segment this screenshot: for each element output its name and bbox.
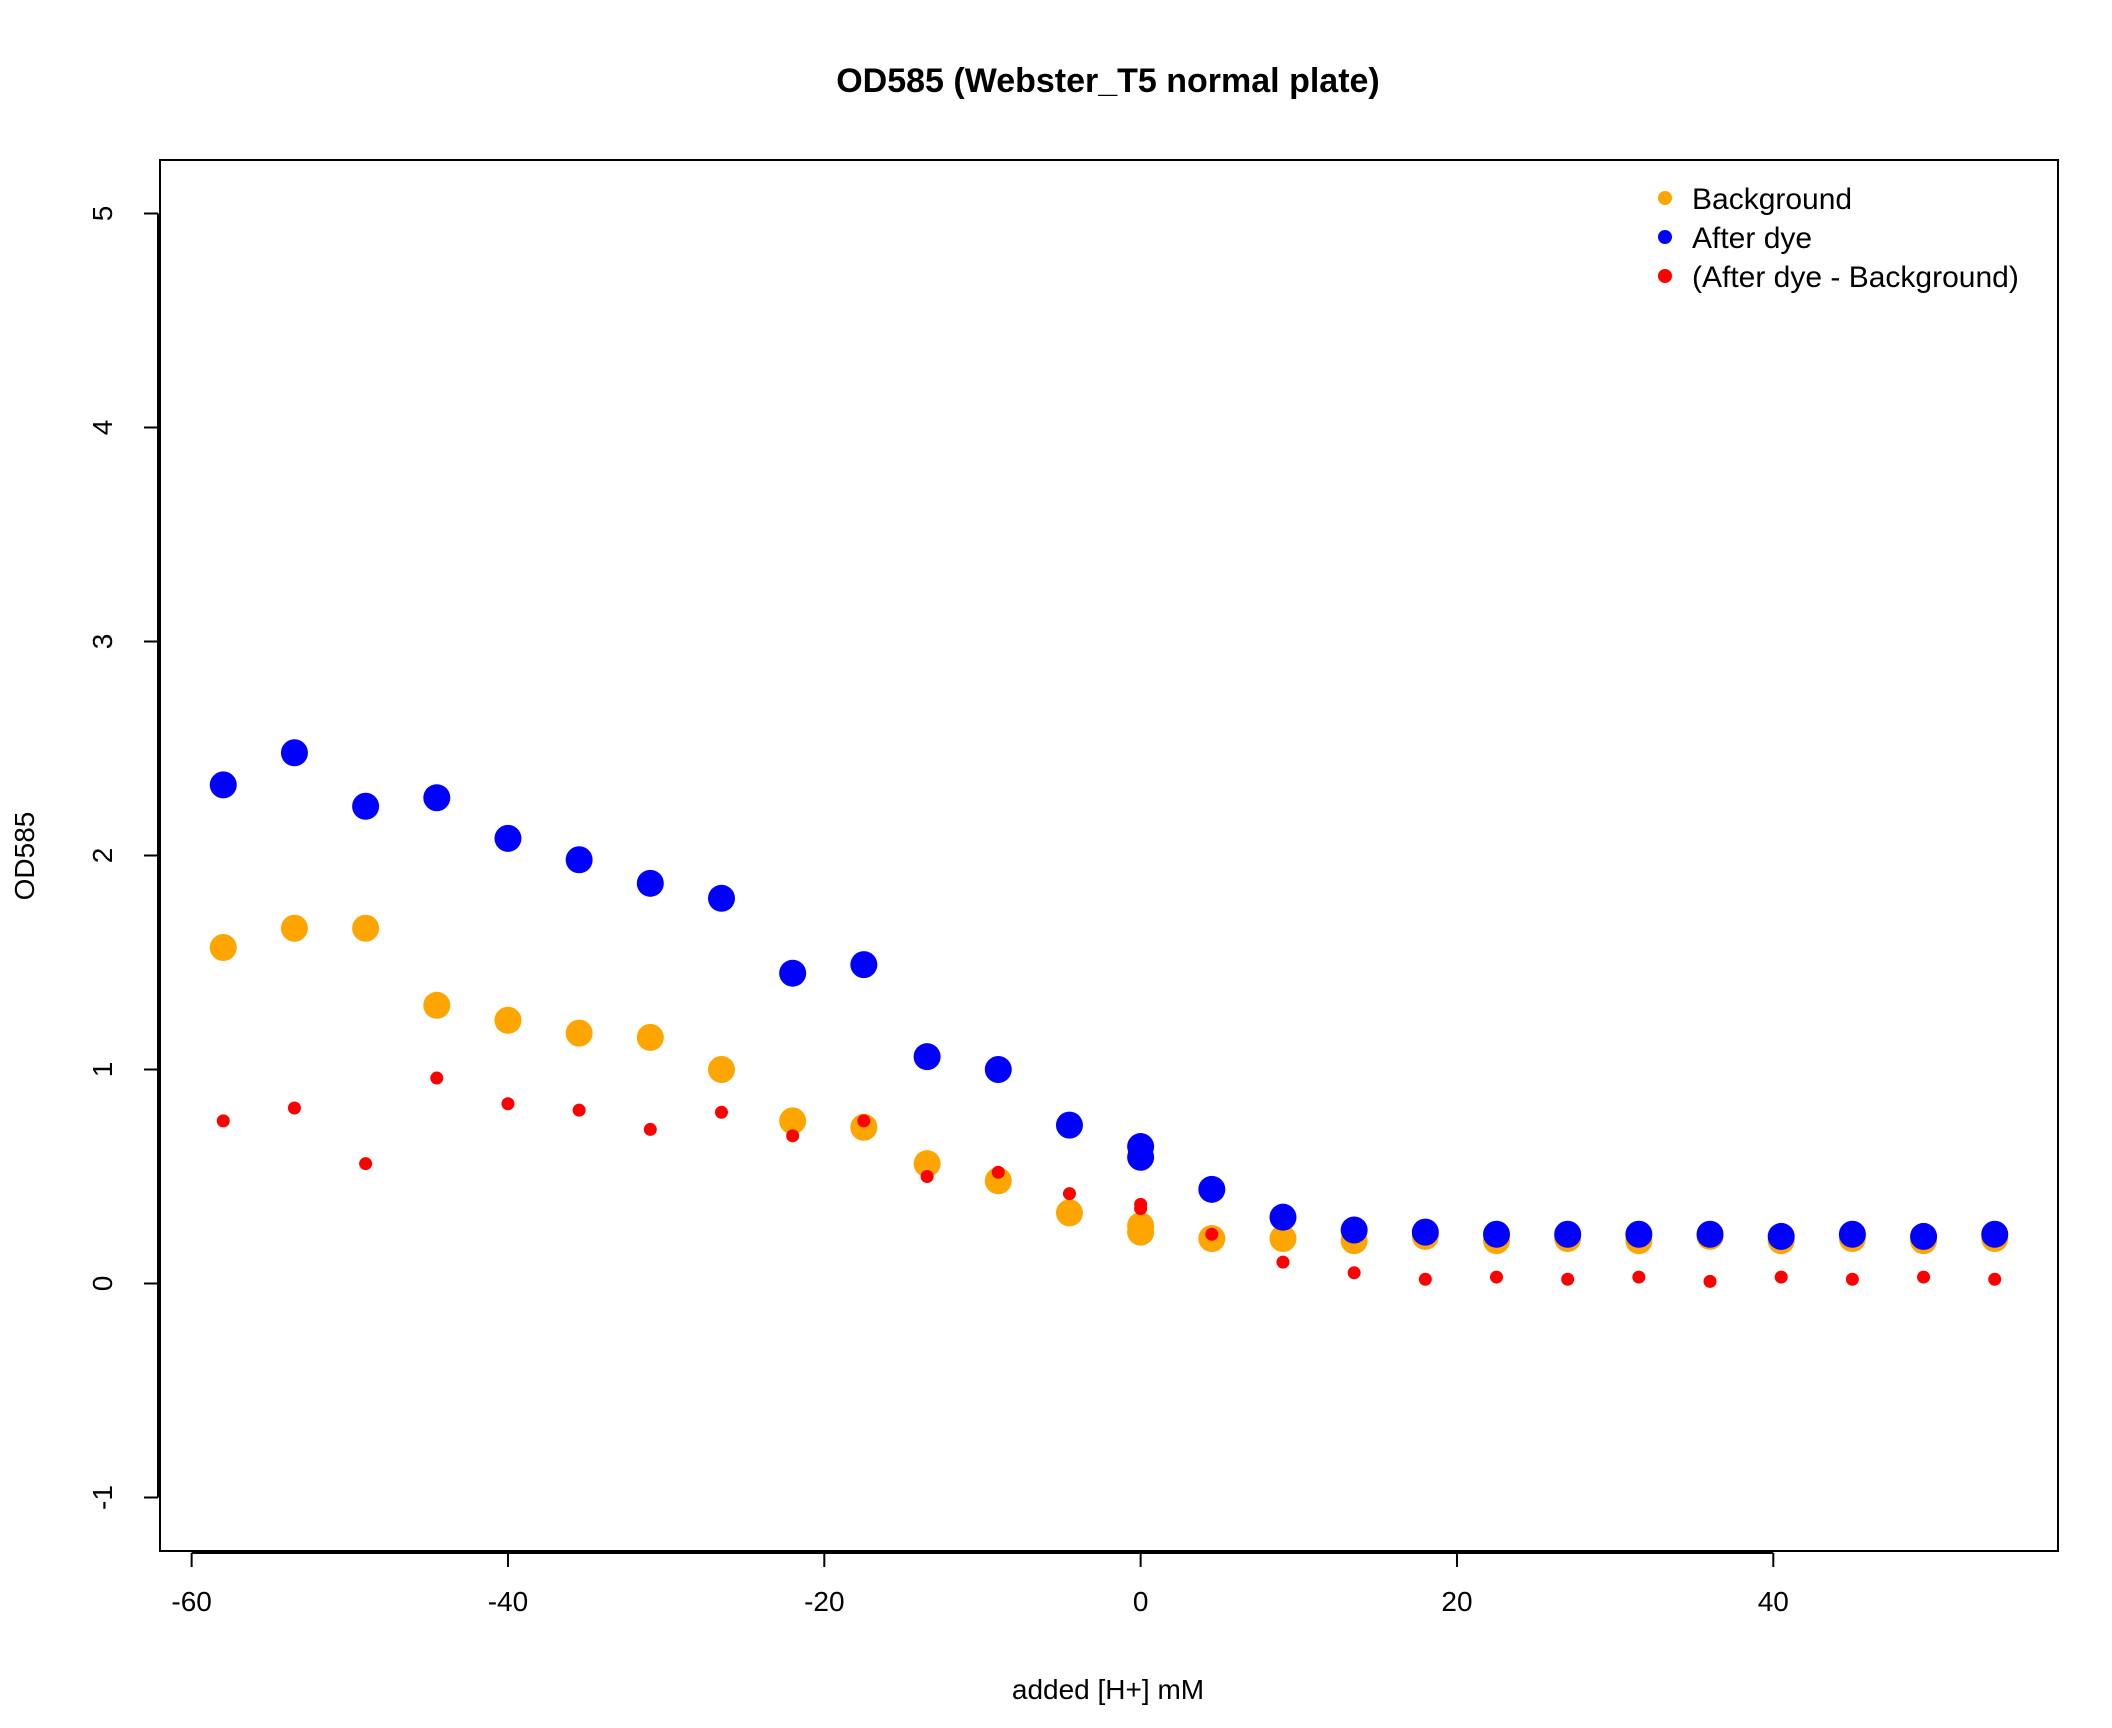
- point-after-dye: [1910, 1222, 1938, 1250]
- point-background: [1269, 1225, 1297, 1253]
- point-after-dye-background: [1062, 1187, 1076, 1201]
- point-after-dye: [1838, 1220, 1866, 1248]
- y-tick-label: -1: [87, 1485, 118, 1510]
- plot-frame: [159, 159, 2059, 1552]
- point-after-dye: [352, 792, 380, 820]
- point-after-dye-background: [643, 1122, 657, 1136]
- y-axis: -1 0 1 2 3 4 5: [87, 206, 159, 1510]
- point-after-dye: [1554, 1220, 1582, 1248]
- point-after-dye-background: [1988, 1272, 2002, 1286]
- point-after-dye-background: [786, 1129, 800, 1143]
- x-tick-label: -60: [171, 1586, 211, 1617]
- point-after-dye: [1055, 1111, 1083, 1139]
- point-after-dye-background: [1703, 1274, 1717, 1288]
- point-after-dye-background: [1632, 1270, 1646, 1284]
- legend-marker: [1658, 230, 1672, 244]
- point-after-dye: [1269, 1203, 1297, 1231]
- point-after-dye: [423, 784, 451, 812]
- legend: Background After dye (After dye - Backgrou…: [1658, 183, 2019, 294]
- point-after-dye: [913, 1043, 941, 1071]
- point-background: [984, 1167, 1012, 1195]
- point-after-dye-background: [1774, 1270, 1788, 1284]
- point-after-dye: [1411, 1218, 1439, 1246]
- y-tick-label: 2: [87, 848, 118, 864]
- point-after-dye-background: [359, 1157, 373, 1171]
- point-background: [707, 1056, 735, 1083]
- y-tick-label: 4: [87, 420, 118, 436]
- x-axis-title: added [H+] mM: [1012, 1674, 1204, 1705]
- point-background: [913, 1150, 941, 1178]
- y-tick-label: 0: [87, 1276, 118, 1292]
- point-after-dye: [1340, 1216, 1368, 1244]
- point-after-dye: [984, 1056, 1012, 1083]
- legend-marker: [1658, 269, 1672, 283]
- point-after-dye: [1696, 1220, 1724, 1248]
- point-after-dye-background: [1561, 1272, 1575, 1286]
- point-background: [423, 991, 451, 1019]
- y-tick-label: 1: [87, 1062, 118, 1078]
- point-background: [352, 914, 380, 942]
- legend-label: (After dye - Background): [1692, 261, 2019, 294]
- legend-marker: [1658, 191, 1672, 205]
- point-background: [565, 1019, 593, 1047]
- point-after-dye: [1767, 1222, 1795, 1250]
- point-after-dye: [1483, 1220, 1511, 1248]
- point-after-dye-background: [714, 1105, 728, 1119]
- y-tick-label: 3: [87, 634, 118, 650]
- legend-label: After dye: [1692, 222, 1812, 255]
- y-tick-label: 5: [87, 206, 118, 222]
- point-after-dye-background: [991, 1165, 1005, 1179]
- point-after-dye-background: [1917, 1270, 1931, 1284]
- point-after-dye-background: [857, 1114, 871, 1128]
- point-background: [1127, 1218, 1155, 1246]
- y-axis-title: OD585: [9, 812, 40, 901]
- point-after-dye: [1625, 1220, 1653, 1248]
- legend-label: Background: [1692, 183, 1852, 216]
- point-after-dye-background: [920, 1170, 934, 1183]
- x-tick-label: 20: [1441, 1586, 1472, 1617]
- point-after-dye-background: [430, 1071, 444, 1085]
- point-after-dye: [1981, 1220, 2009, 1248]
- point-after-dye: [1198, 1175, 1226, 1203]
- point-after-dye-background: [501, 1097, 515, 1111]
- point-after-dye-background: [572, 1103, 586, 1117]
- data-points: [209, 739, 2009, 1288]
- point-after-dye-background: [1134, 1202, 1148, 1216]
- point-after-dye: [779, 959, 807, 987]
- point-after-dye: [209, 771, 237, 799]
- point-background: [636, 1023, 664, 1051]
- x-tick-label: 0: [1133, 1586, 1149, 1617]
- point-after-dye-background: [1845, 1272, 1859, 1286]
- point-after-dye: [850, 951, 878, 979]
- point-after-dye: [707, 884, 735, 912]
- point-after-dye-background: [1205, 1227, 1219, 1241]
- point-after-dye: [494, 824, 522, 852]
- point-after-dye-background: [1276, 1255, 1290, 1269]
- point-after-dye: [565, 846, 593, 874]
- point-background: [494, 1006, 522, 1034]
- x-tick-label: 40: [1758, 1586, 1789, 1617]
- point-background: [280, 914, 308, 942]
- point-after-dye: [280, 739, 308, 767]
- x-tick-label: -40: [488, 1586, 528, 1617]
- point-after-dye: [1127, 1143, 1155, 1171]
- chart-title: OD585 (Webster_T5 normal plate): [836, 62, 1380, 100]
- x-axis: -60 -40 -20 0 20 40: [171, 1552, 1789, 1617]
- point-after-dye-background: [1347, 1266, 1361, 1280]
- point-after-dye-background: [216, 1114, 230, 1128]
- point-background: [1055, 1199, 1083, 1227]
- x-tick-label: -20: [804, 1586, 844, 1617]
- point-background: [209, 934, 237, 962]
- point-after-dye-background: [1490, 1270, 1504, 1284]
- point-after-dye-background: [1418, 1272, 1432, 1286]
- point-background: [779, 1107, 807, 1135]
- point-after-dye-background: [287, 1101, 301, 1115]
- point-after-dye: [636, 869, 664, 897]
